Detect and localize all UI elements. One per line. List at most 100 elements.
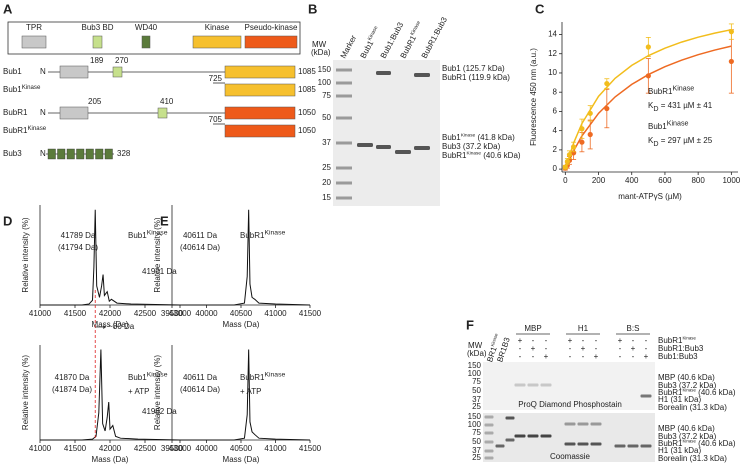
- y-tick-label: 4: [553, 126, 558, 135]
- band-label: MBP (40.6 kDa): [658, 373, 715, 382]
- gel-caption: Coomassie: [550, 452, 591, 461]
- band-label: Bub3 (37.2 kDa): [658, 432, 717, 441]
- text-part: Kinase: [667, 119, 689, 127]
- legend-label: WD40: [135, 23, 158, 32]
- sign: -: [619, 352, 622, 361]
- text-part: Bub1: [442, 133, 461, 142]
- data-point: [571, 144, 577, 150]
- y-tick-label: 8: [553, 87, 558, 96]
- band-label: Bub1Kinase (41.8 kDa): [442, 133, 515, 142]
- text-part: Kinase: [147, 229, 168, 236]
- text-part: Bub1: [3, 85, 22, 94]
- marker-band: [336, 166, 352, 170]
- band-label: BubR1 (119.9 kDa): [442, 73, 510, 82]
- x-tick-label: 40500: [230, 309, 253, 318]
- text-part: K: [648, 136, 654, 145]
- protein-band: [376, 145, 391, 149]
- spectrum: [40, 349, 181, 441]
- y-axis-label: Relative intensity (%): [21, 217, 30, 292]
- sign: +: [531, 344, 536, 353]
- sign: -: [545, 344, 548, 353]
- data-point: [728, 29, 734, 35]
- protein-band: [484, 449, 494, 453]
- text-part: Kinase: [264, 371, 285, 378]
- text-part: Bub1: [648, 122, 667, 131]
- group-label: H1: [578, 324, 589, 333]
- marker-band: [336, 94, 352, 98]
- spectrum-title: + ATP: [128, 387, 149, 396]
- mw-label: 150: [318, 65, 332, 74]
- end-label: 1050: [298, 108, 316, 117]
- x-tick-label: 600: [658, 176, 672, 185]
- x-axis-label: mant-ATPγS (µM): [618, 192, 682, 201]
- band-label: H1 (31 kDa): [658, 395, 701, 404]
- protein-band: [414, 73, 430, 77]
- kinase-domain: [224, 65, 296, 79]
- x-tick-label: 800: [691, 176, 705, 185]
- sign: -: [545, 336, 548, 345]
- protein-band: [395, 150, 411, 154]
- panel-label: B: [308, 1, 317, 16]
- x-tick-label: 41500: [299, 309, 322, 318]
- text-part: Kinase: [410, 20, 423, 37]
- sign: -: [519, 352, 522, 361]
- wd40-blade: [47, 148, 56, 160]
- peak-label: (40614 Da): [180, 243, 220, 252]
- text-part: (41.8 kDa): [475, 133, 515, 142]
- panel-label: A: [3, 1, 13, 16]
- legend-swatch: [141, 35, 151, 49]
- data-point: [587, 110, 593, 116]
- y-tick-label: 12: [548, 49, 557, 58]
- mw-title: MW: [468, 341, 483, 350]
- n-terminus: N: [40, 108, 46, 117]
- lane-label: Marker: [339, 33, 359, 59]
- mw-label: 15: [322, 193, 331, 202]
- sign: -: [532, 352, 535, 361]
- construct-name: BubR1Kinase: [3, 124, 47, 135]
- sign: +: [644, 352, 649, 361]
- band-label: MBP (40.6 kDa): [658, 424, 715, 433]
- mw-label: 100: [318, 78, 332, 87]
- mw-label: 100: [468, 369, 482, 378]
- mw-label: 37: [322, 138, 331, 147]
- end-label: 328: [117, 149, 131, 158]
- sign: +: [581, 344, 586, 353]
- series-label: Bub1Kinase: [648, 119, 689, 131]
- band-label: H1 (31 kDa): [658, 446, 701, 455]
- spectrum: [172, 209, 311, 306]
- mw-label: 25: [472, 402, 481, 411]
- x-tick-label: 41000: [264, 444, 287, 453]
- construct-name: Bub3: [3, 149, 22, 158]
- protein-band: [484, 431, 494, 435]
- mw-label: 50: [322, 113, 331, 122]
- legend-swatch: [192, 35, 242, 49]
- legend-box: [7, 21, 301, 55]
- mw-label: 25: [472, 453, 481, 462]
- sign: -: [632, 352, 635, 361]
- protein-band: [514, 434, 526, 438]
- x-tick-label: 200: [592, 176, 606, 185]
- text-part: Kinase: [490, 332, 499, 347]
- bub3-bd: [112, 66, 123, 78]
- marker-band: [336, 181, 352, 185]
- protein-band: [614, 444, 626, 448]
- n-terminus: N: [40, 149, 46, 158]
- row-label: Bub1:Bub3: [658, 352, 698, 361]
- mw-label: 75: [322, 91, 331, 100]
- text-part: BubR1: [648, 87, 673, 96]
- data-point: [604, 105, 610, 112]
- data-point: [579, 126, 585, 132]
- legend-swatch: [21, 35, 47, 49]
- gel: [483, 362, 655, 410]
- site-label: 410: [160, 97, 174, 106]
- data-point: [587, 131, 593, 138]
- text-part: BubR1: [240, 373, 265, 382]
- y-tick-label: 2: [553, 145, 558, 154]
- row-label: BubR1:Bub3: [658, 344, 704, 353]
- kd-label: KD = 431 µM ± 41: [648, 101, 713, 113]
- marker-band: [336, 68, 352, 72]
- spectrum-title: BubR1Kinase: [240, 229, 285, 240]
- text-part: Bub1: [128, 373, 147, 382]
- mw-title: (kDa): [311, 48, 331, 57]
- data-point: [564, 158, 570, 165]
